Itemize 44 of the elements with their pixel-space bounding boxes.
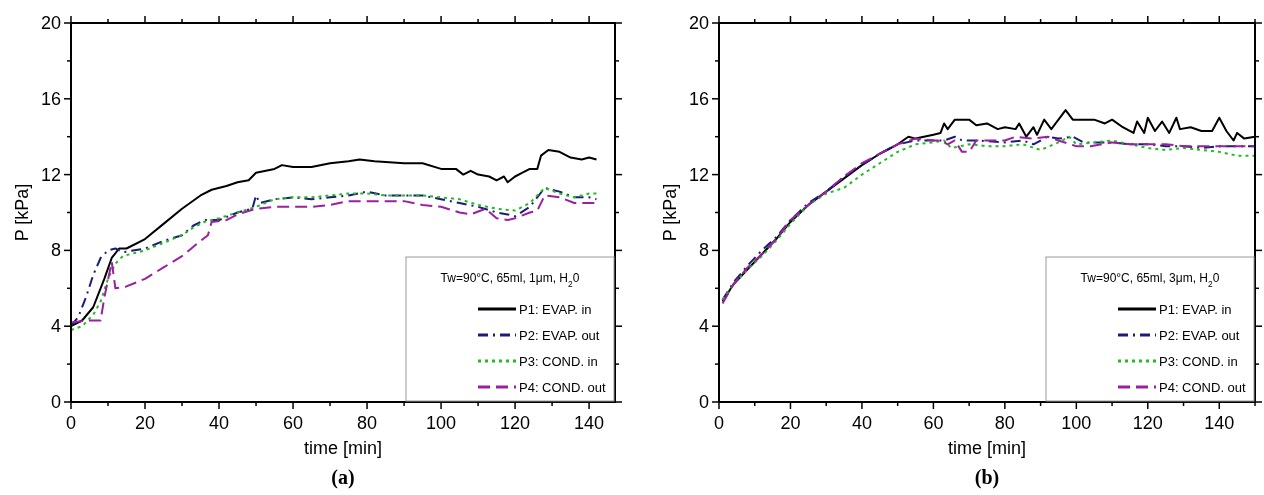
legend-label: P2: EVAP. out — [519, 328, 600, 343]
y-axis-title: P [kPa] — [660, 183, 680, 242]
x-tick-label: 80 — [357, 413, 378, 433]
y-tick-label: 20 — [40, 13, 61, 33]
x-tick-label: 60 — [283, 413, 304, 433]
x-tick-label: 20 — [135, 413, 156, 433]
legend-label: P3: COND. in — [519, 354, 598, 369]
x-tick-label: 60 — [923, 413, 944, 433]
y-tick-label: 12 — [688, 164, 709, 185]
x-axis-title: time [min] — [303, 438, 383, 458]
text: (a) — [331, 466, 355, 489]
x-tick-label: 0 — [713, 413, 725, 433]
legend-label: P2: EVAP. out — [1159, 328, 1240, 343]
x-tick-label: 80 — [994, 413, 1015, 433]
text: (b) — [974, 466, 1000, 489]
x-tick-label: 0 — [65, 413, 77, 433]
x-tick-label: 140 — [574, 413, 605, 433]
x-tick-label: 100 — [426, 413, 457, 433]
y-tick-label: 4 — [50, 316, 61, 337]
x-axis-title: time [min] — [947, 438, 1027, 458]
x-tick-label: 40 — [851, 413, 872, 433]
y-tick-label: 8 — [50, 240, 61, 261]
legend-label: P3: COND. in — [1159, 354, 1238, 369]
legend-title: Tw=90°C, 65ml, 3μm, H$_{2}$0 — [1080, 271, 1220, 289]
y-tick-label: 16 — [40, 88, 61, 109]
y-tick-label: 12 — [40, 164, 61, 185]
x-tick-label: 100 — [1061, 413, 1092, 433]
x-tick-label: 40 — [209, 413, 230, 433]
y-tick-label: 16 — [688, 88, 709, 109]
legend-label: P1: EVAP. in — [1159, 302, 1232, 317]
x-tick-label: 20 — [780, 413, 801, 433]
legend-title: Tw=90°C, 65ml, 1μm, H$_{2}$0 — [440, 271, 580, 289]
y-axis-title: P [kPa] — [12, 183, 32, 242]
y-tick-label: 4 — [698, 316, 709, 337]
legend-label: P4: COND. out — [1159, 380, 1247, 395]
x-tick-label: 120 — [500, 413, 531, 433]
y-tick-label: 8 — [698, 240, 709, 261]
x-tick-label: 140 — [1204, 413, 1235, 433]
y-tick-label: 0 — [698, 392, 709, 412]
legend-label: P4: COND. out — [519, 380, 607, 395]
y-tick-label: 20 — [688, 13, 709, 33]
legend-label: P1: EVAP. in — [519, 302, 592, 317]
x-tick-label: 120 — [1132, 413, 1163, 433]
y-tick-label: 0 — [50, 392, 61, 412]
